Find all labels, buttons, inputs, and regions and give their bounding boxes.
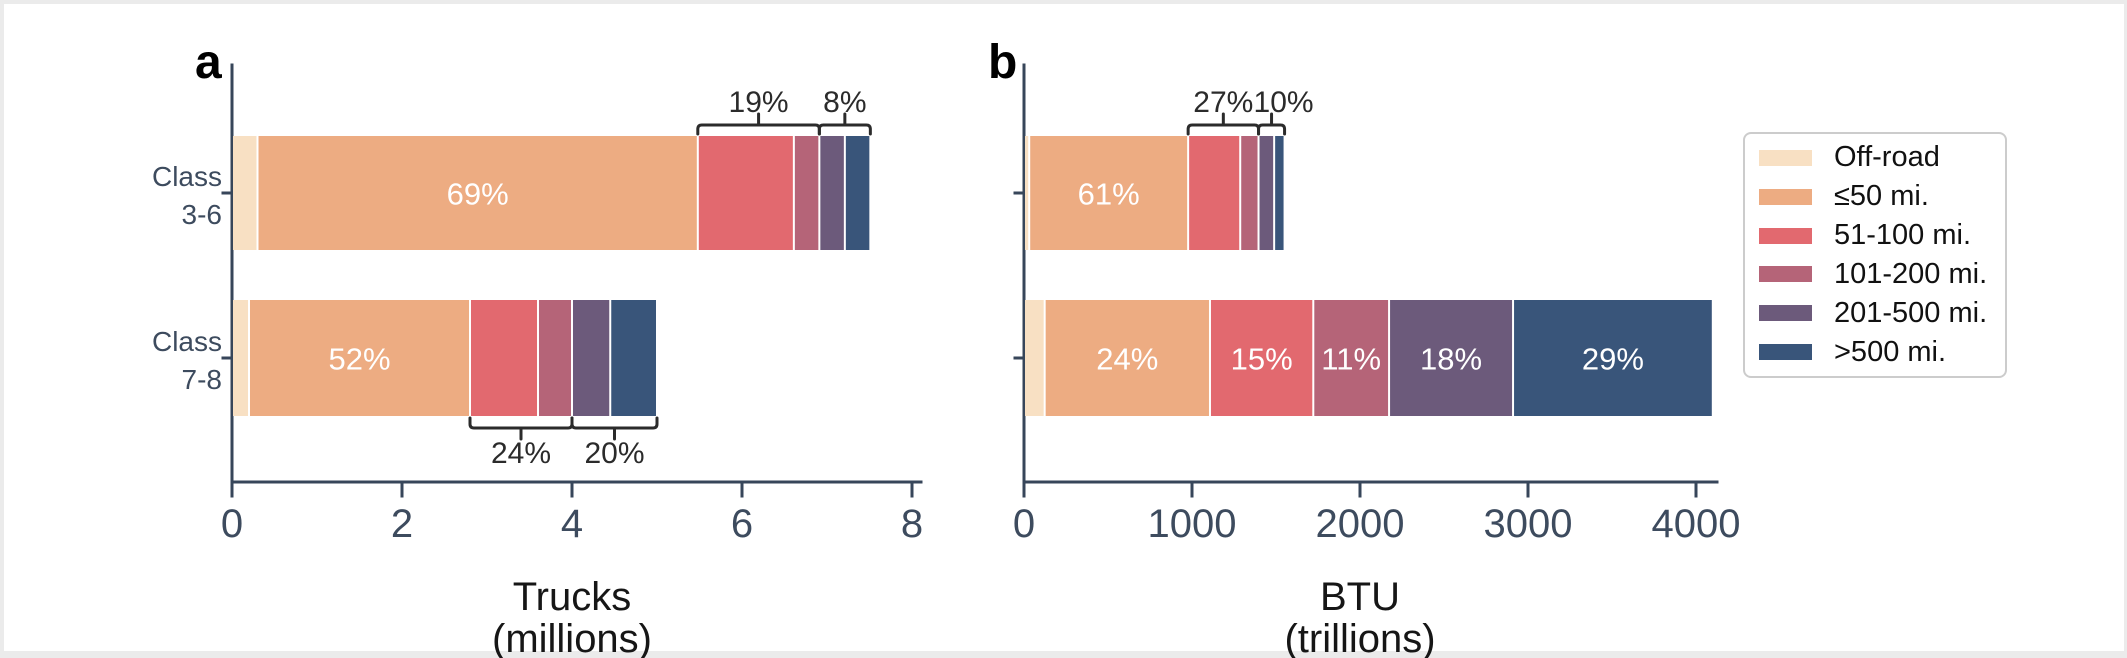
legend-item: 51-100 mi. [1745,217,2005,255]
bar-value-label: 61% [1078,177,1140,212]
x-tick-label: 6 [731,502,753,546]
y-category-label: 3-6 [182,199,222,230]
bar-segment [258,136,697,250]
legend-label: 101-200 mi. [1834,257,1988,290]
x-tick-label: 4 [561,502,583,546]
bracket-percel-label: 10% [1254,86,1314,119]
bar-value-label: 52% [328,342,390,377]
legend-swatch-icon [1759,305,1812,322]
bar-segment [1025,136,1029,250]
legend-label: 51-100 mi. [1834,219,1972,252]
x-tick-label: 0 [221,502,243,546]
bar-segment [1259,136,1274,250]
legend-label: ≤50 mi. [1834,180,1929,213]
bar-segment [845,136,870,250]
bar-segment [1210,300,1313,416]
bracket-percent-label: 24% [491,437,551,470]
x-tick-label: 8 [901,502,923,546]
bar-value-label: 24% [1096,342,1158,377]
x-tick-label: 0 [1013,502,1035,546]
bar-segment [233,300,248,416]
bar-segment [1045,300,1209,416]
bar-segment [1314,300,1389,416]
bar-segment [794,136,819,250]
x-axis-title: Trucks [513,575,632,619]
legend-swatch-icon [1759,344,1812,361]
bar-segment [250,300,469,416]
bar-segment [820,136,844,250]
legend-item: ≤50 mi. [1745,178,2005,216]
legend-label: Off-road [1834,141,1940,174]
bracket-percent-label: 20% [584,437,644,470]
bar-segment [1514,300,1712,416]
panel-label: a [195,36,222,89]
x-axis-title: (trillions) [1284,617,1435,658]
legend-swatch-icon [1759,149,1812,166]
bracket-annotation [468,416,574,441]
bar-segment [573,300,610,416]
bar-segment [233,136,257,250]
axis-spine [230,63,923,484]
bracket-percel-label: 19% [729,86,789,119]
axis-spine [1022,63,1719,484]
bar-segment [1189,136,1240,250]
legend-item: 101-200 mi. [1745,255,2005,293]
bar-value-label: 15% [1231,342,1293,377]
bracket-annotation [1257,112,1287,136]
x-tick-label: 2000 [1316,502,1405,546]
bar-value-label: 69% [447,177,509,212]
bar-segment [539,300,571,416]
bar-segment [611,300,656,416]
bar-value-label: 11% [1321,342,1381,377]
x-tick-label: 4000 [1652,502,1741,546]
bar-segment [1025,300,1044,416]
bracket-annotation [570,416,659,441]
bar-segment [698,136,793,250]
panel-label: b [988,36,1017,89]
legend: Off-road ≤50 mi. 51-100 mi. 101-200 mi. … [1743,132,2007,378]
bar-segment [1390,300,1513,416]
legend-label: >500 mi. [1834,335,1947,368]
bar-segment [1241,136,1258,250]
bracket-annotation [817,112,872,136]
x-axis-title: BTU [1320,575,1400,619]
y-category-label: Class [152,161,222,192]
y-category-label: Class [152,326,222,357]
x-tick-label: 2 [391,502,413,546]
legend-swatch-icon [1759,188,1812,205]
bracket-percel-label: 27% [1193,86,1253,119]
bracket-percel-label: 8% [823,86,866,119]
legend-item: >500 mi. [1745,333,2005,371]
x-tick-label: 3000 [1484,502,1573,546]
legend-item: 201-500 mi. [1745,294,2005,332]
bar-segment [1030,136,1188,250]
legend-swatch-icon [1759,266,1812,283]
bar-value-label: 18% [1420,342,1482,377]
y-category-label: 7-8 [182,364,222,395]
legend-swatch-icon [1759,227,1812,244]
bar-segment [1275,136,1284,250]
bar-segment [471,300,537,416]
x-tick-label: 1000 [1148,502,1237,546]
bar-value-label: 29% [1582,342,1644,377]
legend-item: Off-road [1745,139,2005,177]
x-axis-title: (millions) [492,617,652,658]
legend-label: 201-500 mi. [1834,296,1988,329]
